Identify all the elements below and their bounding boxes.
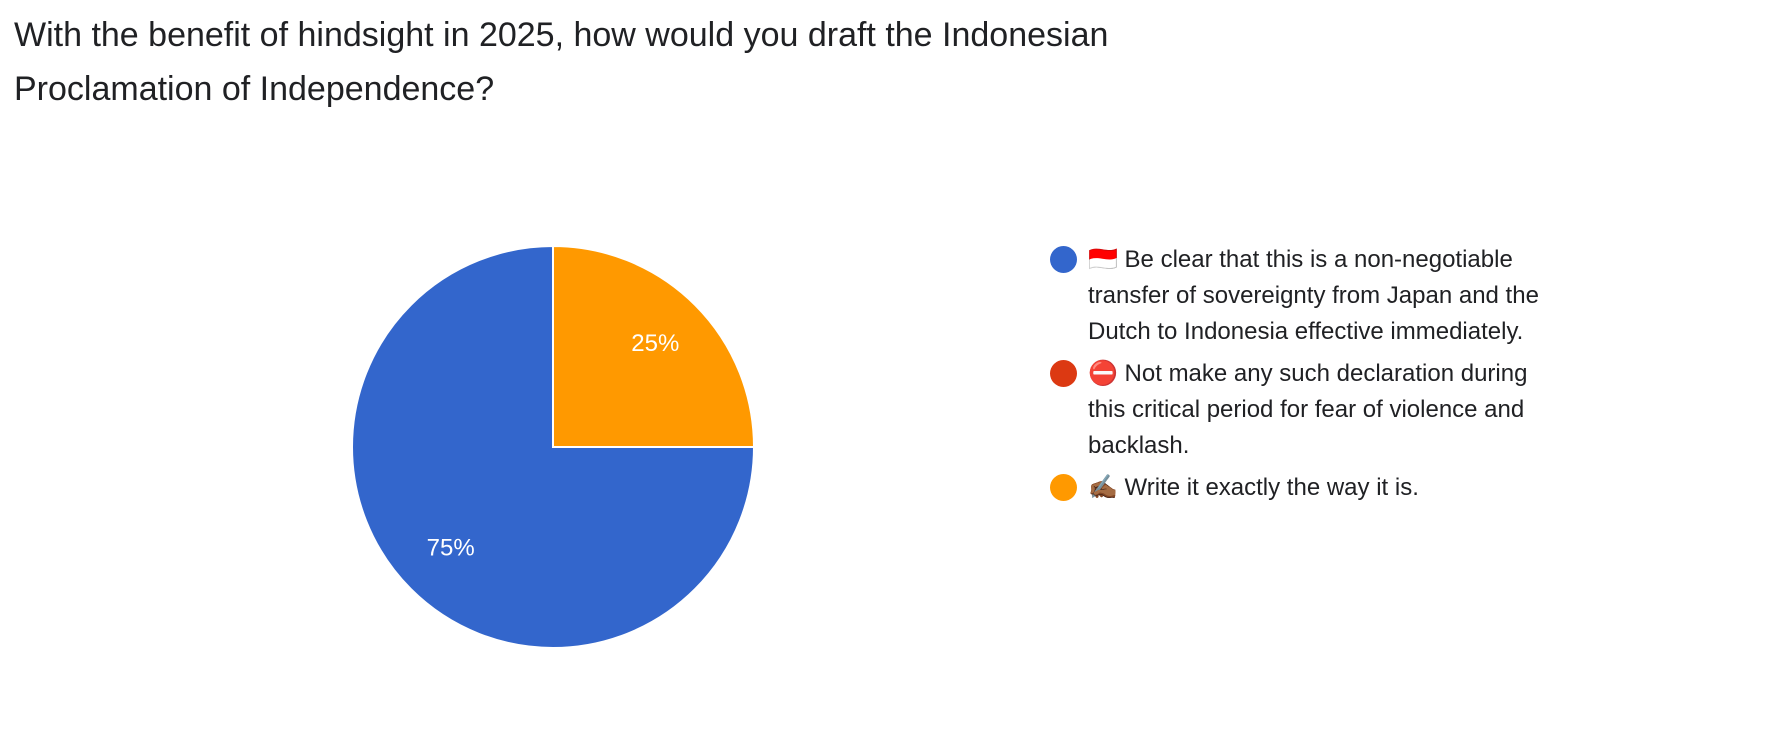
legend-label: ✍🏾 Write it exactly the way it is. <box>1088 474 1419 501</box>
pie-slice <box>552 244 756 448</box>
pie-chart: 75% 25% <box>351 244 756 649</box>
legend-marker <box>1050 246 1077 273</box>
legend-item: 🇮🇩 Be clear that this is a non-negotiabl… <box>1050 242 1570 350</box>
legend-item: ⛔ Not make any such declaration during t… <box>1050 356 1570 464</box>
legend: 🇮🇩 Be clear that this is a non-negotiabl… <box>1050 242 1570 512</box>
chart-title: With the benefit of hindsight in 2025, h… <box>14 16 1109 108</box>
legend-label: 🇮🇩 Be clear that this is a non-negotiabl… <box>1088 246 1539 345</box>
legend-marker <box>1050 360 1077 387</box>
legend-label: ⛔ Not make any such declaration during t… <box>1088 360 1528 459</box>
slice-label: 75% <box>427 535 475 562</box>
legend-marker <box>1050 474 1077 501</box>
slice-label: 25% <box>631 330 679 357</box>
legend-item: ✍🏾 Write it exactly the way it is. <box>1050 470 1570 506</box>
